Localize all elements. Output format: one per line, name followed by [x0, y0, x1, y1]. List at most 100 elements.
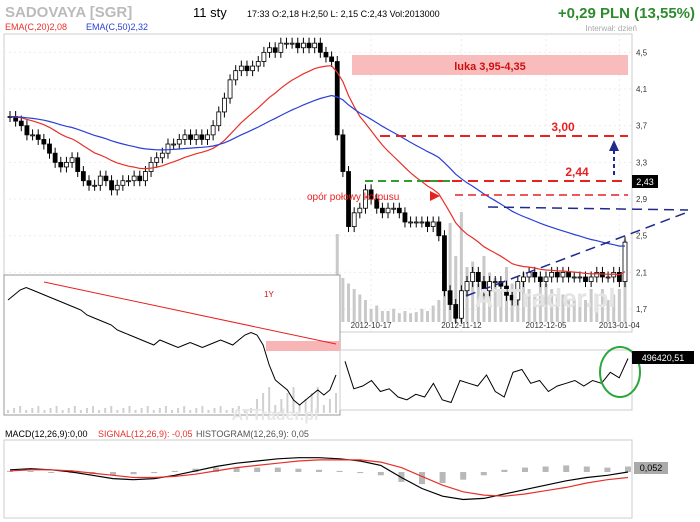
- candle-body: [340, 134, 346, 172]
- inset-volume-bar: [183, 406, 186, 413]
- inset-volume-bar: [219, 406, 222, 413]
- histogram-bar: [233, 467, 240, 472]
- histogram-bar: [625, 466, 631, 472]
- candle-body: [69, 157, 75, 163]
- candle-body: [86, 180, 92, 186]
- candle-body: [120, 180, 126, 186]
- inset-volume-bar: [158, 408, 161, 413]
- candle-body: [261, 51, 267, 62]
- obv-line: [344, 358, 629, 404]
- volume-bar: [493, 278, 497, 322]
- inset-volume-bar: [268, 387, 271, 413]
- inset-volume-bar: [262, 393, 265, 413]
- inset-volume-bar: [25, 410, 28, 413]
- candle-body: [148, 161, 154, 172]
- inset-watermark: ATTrader.pl: [232, 407, 319, 424]
- inset-volume-bar: [231, 408, 234, 413]
- candle-body: [97, 175, 103, 186]
- inset-volume-bar: [79, 410, 82, 413]
- volume-bar: [454, 256, 458, 322]
- inset-volume-bar: [116, 410, 119, 413]
- histogram-bar: [274, 467, 281, 472]
- inset-volume-bar: [237, 406, 240, 413]
- up-arrow-icon: [609, 140, 619, 151]
- price-axis: 4,5 4,1 3,7 3,3 2,9 2,5 2,1 1,7: [636, 48, 648, 314]
- resistance-arrow-icon: [430, 191, 440, 201]
- candle-body: [419, 221, 425, 224]
- ema20-line: [9, 65, 626, 276]
- candle-body: [616, 271, 622, 282]
- inset-volume-bar: [110, 406, 113, 413]
- y-tick-label: 1,7: [636, 305, 648, 314]
- x-tick-label: 2012-10-17: [351, 321, 392, 330]
- volume-bar: [409, 313, 413, 322]
- inset-trendline: [43, 281, 337, 345]
- inset-period-label: 1Y: [264, 290, 274, 299]
- candle-body: [227, 79, 233, 99]
- inset-volume-bar: [304, 399, 307, 413]
- volume-bar: [488, 272, 492, 322]
- y-tick-label: 4,1: [636, 85, 648, 94]
- candle-body: [30, 134, 35, 137]
- candle-body: [205, 134, 210, 140]
- candle-body: [425, 221, 430, 227]
- candle-body: [300, 42, 306, 49]
- signal-line: [9, 459, 629, 497]
- candle-body: [80, 171, 86, 182]
- candle-body: [159, 152, 165, 159]
- volume-bar: [380, 311, 384, 322]
- candle-body: [244, 65, 250, 72]
- candle-body: [278, 42, 284, 53]
- volume-bar: [617, 289, 621, 322]
- macd-panel-frame: [3, 439, 633, 519]
- inset-volume-bar: [225, 410, 228, 413]
- candle-body: [351, 212, 357, 227]
- inset-volume-bar: [164, 406, 167, 413]
- histogram-bar: [542, 466, 549, 472]
- inset-volume-bar: [140, 408, 143, 413]
- candle-body: [442, 235, 447, 292]
- x-tick-label: 2012-11-12: [441, 321, 482, 330]
- histogram-bar: [48, 472, 55, 473]
- target-label-300: 3,00: [551, 120, 575, 134]
- inset-volume-bar: [316, 387, 319, 413]
- candle-body: [430, 221, 436, 227]
- candle-body: [588, 276, 594, 282]
- inset-volume-bar: [249, 408, 252, 413]
- volume-bar: [606, 300, 610, 322]
- volume-bar: [595, 294, 599, 322]
- candle-body: [622, 241, 628, 282]
- y-tick-label: 3,3: [636, 158, 648, 167]
- y-tick-label: 2,5: [636, 232, 648, 241]
- inset-volume-bar: [335, 393, 337, 413]
- volume-bar: [386, 311, 390, 322]
- candle-body: [521, 276, 526, 282]
- volume-bar: [414, 312, 418, 322]
- candle-body: [233, 70, 239, 81]
- interval-label: Interwał: dzień: [585, 24, 637, 33]
- histogram-bar: [357, 472, 364, 474]
- volume-bar: [612, 294, 616, 322]
- inset-volume-bar: [328, 399, 331, 413]
- inset-volume-bar: [49, 408, 52, 413]
- volume-bar: [589, 289, 593, 322]
- volume-bar: [561, 294, 565, 322]
- ema50-legend: EMA(C,50)2,32: [86, 22, 148, 32]
- inset-volume-bar: [85, 408, 88, 413]
- histogram-bar: [295, 468, 302, 472]
- candle-body: [199, 134, 205, 140]
- candle-body: [492, 281, 498, 283]
- volume-bar: [550, 289, 554, 322]
- triangle-lower-line: [465, 211, 689, 297]
- y-tick-label: 4,5: [636, 48, 648, 57]
- inset-volume-bar: [152, 410, 155, 413]
- candle-body: [64, 161, 69, 168]
- histogram-bar: [110, 472, 116, 476]
- obv-value: 496420,51: [642, 353, 685, 363]
- inset-volume-bar: [201, 406, 204, 413]
- candle-body: [103, 175, 109, 182]
- inset-volume-bar: [322, 405, 325, 413]
- candle-body: [216, 111, 222, 127]
- last-price-value: 2,43: [636, 177, 654, 187]
